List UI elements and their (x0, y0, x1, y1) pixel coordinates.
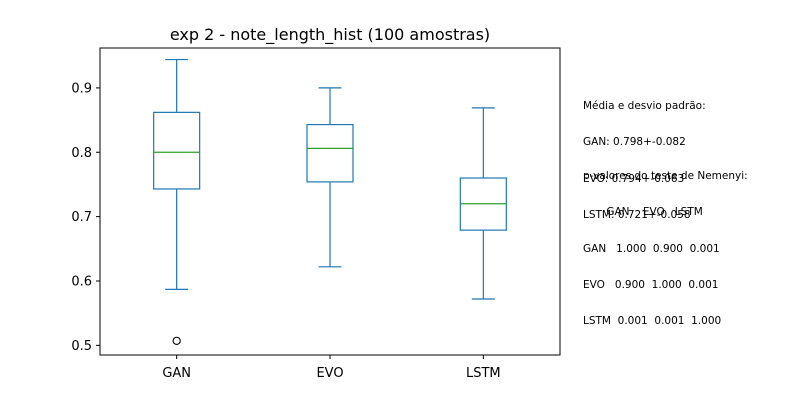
box-evo (306, 87, 354, 268)
stats-line-evo: EVO: 0.794+-0.063 (583, 172, 685, 185)
stats-heading: Média e desvio padrão: (583, 100, 706, 113)
y-axis: 0.5 0.6 0.7 0.8 0.9 (71, 81, 100, 354)
stats-line-lstm: LSTM: 0.721+-0.058 (583, 209, 691, 222)
x-tick-label: LSTM (466, 366, 501, 381)
y-tick-label: 0.5 (71, 339, 92, 354)
y-tick-label: 0.9 (71, 81, 92, 96)
box-iqr (153, 111, 201, 190)
x-tick-label: EVO (316, 366, 343, 381)
chart-title: exp 2 - note_length_hist (100 amostras) (170, 25, 490, 45)
nemenyi-table: p-valores do teste de Nemenyi: GAN EVO L… (583, 146, 748, 340)
plot-frame (99, 47, 561, 356)
x-axis: GAN EVO LSTM (162, 355, 501, 381)
boxes-layer (153, 58, 507, 345)
box-gan (153, 58, 201, 345)
nemenyi-row-gan: GAN 1.000 0.900 0.001 (583, 242, 720, 255)
box-iqr (306, 123, 354, 183)
nemenyi-row-evo: EVO 0.900 1.000 0.001 (583, 279, 719, 292)
nemenyi-row-lstm: LSTM 0.001 0.001 1.000 (583, 315, 722, 328)
outlier-point (172, 336, 181, 345)
nemenyi-heading: p-valores do teste de Nemenyi: (583, 170, 748, 183)
x-tick-label: GAN (162, 366, 191, 381)
y-tick-label: 0.6 (71, 274, 92, 289)
summary-statistics: Média e desvio padrão: GAN: 0.798+-0.082… (583, 76, 706, 233)
box-lstm (459, 107, 507, 300)
stats-line-gan: GAN: 0.798+-0.082 (583, 136, 686, 149)
y-tick-label: 0.8 (71, 146, 92, 161)
nemenyi-header-row: GAN EVO LSTM (583, 206, 703, 219)
y-tick-label: 0.7 (71, 210, 92, 225)
